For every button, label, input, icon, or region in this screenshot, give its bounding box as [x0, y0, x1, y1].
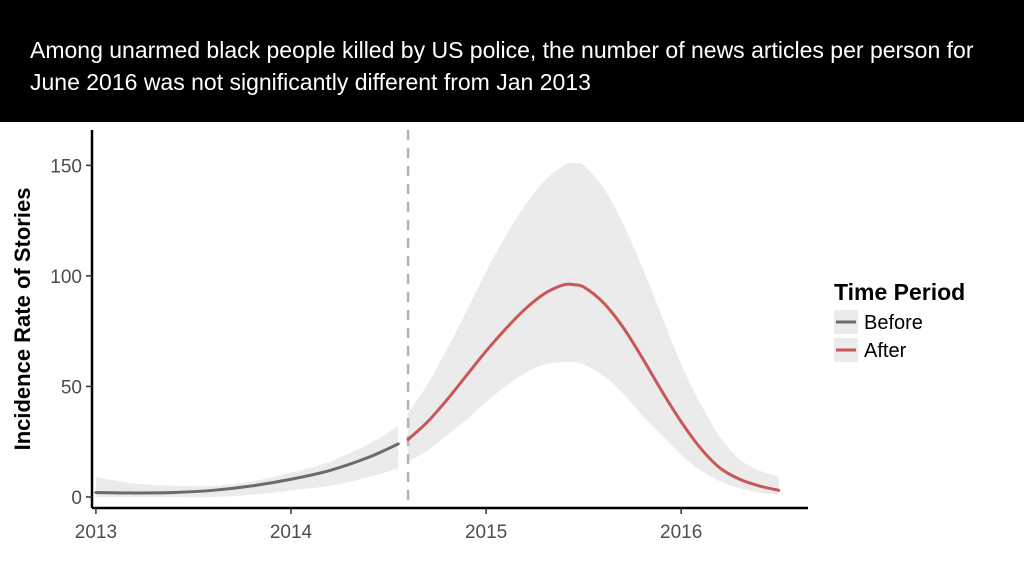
x-tick-label: 2015: [465, 522, 507, 543]
legend-label-after: After: [864, 340, 907, 362]
series-line-before: [94, 442, 400, 495]
x-tick-label: 2014: [270, 522, 313, 543]
confidence-band-after: [408, 162, 779, 495]
x-tick-label: 2016: [660, 522, 702, 543]
title-banner: Among unarmed black people killed by US …: [0, 0, 1024, 122]
y-tick-label: 100: [50, 267, 82, 288]
y-tick-label: 150: [50, 156, 82, 177]
y-tick-label: 0: [71, 488, 82, 509]
y-tick-label: 50: [61, 377, 82, 398]
chart-title: Among unarmed black people killed by US …: [30, 37, 974, 95]
legend-title: Time Period: [834, 279, 965, 305]
x-tick-label: 2013: [75, 522, 117, 543]
series-line-after: [406, 282, 781, 492]
y-axis-label: Incidence Rate of Stories: [10, 188, 35, 451]
confidence-band-before: [95, 426, 399, 498]
legend-label-before: Before: [864, 312, 923, 334]
